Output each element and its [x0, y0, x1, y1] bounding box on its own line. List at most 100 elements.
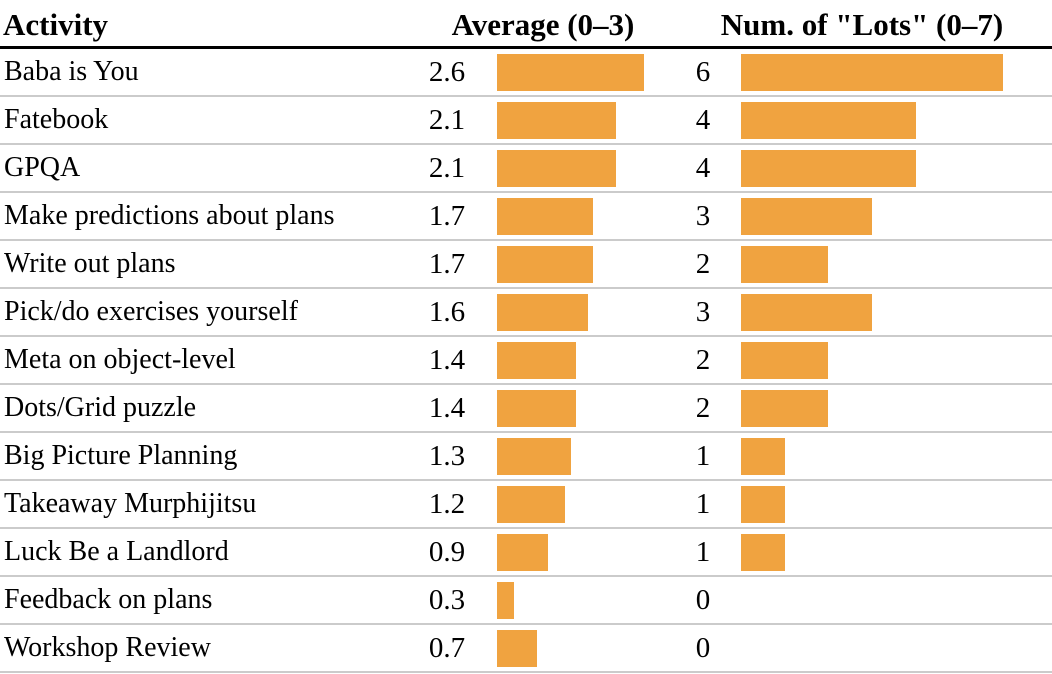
average-bar [497, 53, 644, 91]
table-row: Fatebook 2.1 4 [0, 97, 1052, 145]
average-value: 0.7 [428, 631, 466, 664]
lots-bar-track [734, 97, 1052, 143]
table-row: Takeaway Murphijitsu 1.2 1 [0, 481, 1052, 529]
average-bar [497, 485, 565, 523]
average-bar [497, 197, 593, 235]
lots-bar-track [734, 433, 1052, 479]
average-value: 1.7 [428, 199, 466, 232]
average-value: 0.3 [428, 583, 466, 616]
lots-value: 1 [695, 439, 711, 472]
average-bar-track [480, 337, 672, 383]
average-bar [497, 629, 537, 667]
table-row: Dots/Grid puzzle 1.4 2 [0, 385, 1052, 433]
average-value: 1.6 [428, 295, 466, 328]
average-bar [497, 101, 616, 139]
average-bar [497, 389, 576, 427]
average-bar [497, 581, 514, 619]
lots-bar [741, 389, 828, 427]
lots-bar [741, 197, 872, 235]
activity-label: Pick/do exercises yourself [4, 296, 298, 327]
activity-label: Feedback on plans [4, 584, 213, 615]
lots-bar-track [734, 145, 1052, 191]
average-bar-track [480, 193, 672, 239]
activity-label: Dots/Grid puzzle [4, 392, 197, 423]
table-row: Big Picture Planning 1.3 1 [0, 433, 1052, 481]
average-bar-track [480, 577, 672, 623]
activity-label: Make predictions about plans [4, 200, 335, 231]
column-header-average: Average (0–3) [451, 6, 635, 42]
table-header-row: Activity Average (0–3) Num. of "Lots" (0… [0, 0, 1052, 49]
lots-value: 1 [695, 535, 711, 568]
table-row: Baba is You 2.6 6 [0, 49, 1052, 97]
lots-bar-track [734, 481, 1052, 527]
average-bar [497, 293, 588, 331]
activity-label: Baba is You [4, 56, 139, 87]
lots-value: 0 [695, 583, 711, 616]
table-row: Meta on object-level 1.4 2 [0, 337, 1052, 385]
average-bar [497, 149, 616, 187]
activity-label: Write out plans [4, 248, 176, 279]
lots-value: 2 [695, 391, 711, 424]
average-bar-track [480, 385, 672, 431]
activity-label: Luck Be a Landlord [4, 536, 229, 567]
lots-bar-track [734, 625, 1052, 671]
lots-bar [741, 149, 916, 187]
lots-bar [741, 293, 872, 331]
average-bar-track [480, 625, 672, 671]
lots-value: 3 [695, 199, 711, 232]
average-value: 1.4 [428, 391, 466, 424]
lots-bar-track [734, 289, 1052, 335]
table-row: Make predictions about plans 1.7 3 [0, 193, 1052, 241]
lots-bar-track [734, 241, 1052, 287]
column-header-activity: Activity [3, 6, 109, 42]
lots-value: 1 [695, 487, 711, 520]
average-bar-track [480, 49, 672, 95]
average-value: 2.1 [428, 151, 466, 184]
lots-value: 2 [695, 247, 711, 280]
lots-value: 3 [695, 295, 711, 328]
lots-bar [741, 53, 1003, 91]
lots-bar [741, 437, 785, 475]
average-bar-track [480, 529, 672, 575]
table-row: Pick/do exercises yourself 1.6 3 [0, 289, 1052, 337]
average-bar [497, 437, 571, 475]
lots-bar [741, 341, 828, 379]
lots-value: 2 [695, 343, 711, 376]
lots-value: 0 [695, 631, 711, 664]
average-bar-track [480, 145, 672, 191]
average-bar-track [480, 433, 672, 479]
table-row: Write out plans 1.7 2 [0, 241, 1052, 289]
column-header-num-lots: Num. of "Lots" (0–7) [720, 6, 1004, 42]
table-row: Luck Be a Landlord 0.9 1 [0, 529, 1052, 577]
average-value: 1.4 [428, 343, 466, 376]
average-bar-track [480, 241, 672, 287]
table-body: Baba is You 2.6 6 Fatebook 2.1 4 GPQA 2.1 4 Make … [0, 49, 1052, 673]
lots-value: 6 [695, 55, 711, 88]
average-bar-track [480, 289, 672, 335]
lots-bar-track [734, 529, 1052, 575]
activity-label: Fatebook [4, 104, 109, 135]
table-row: Feedback on plans 0.3 0 [0, 577, 1052, 625]
average-bar [497, 341, 576, 379]
lots-value: 4 [695, 151, 711, 184]
average-value: 1.7 [428, 247, 466, 280]
table-row: GPQA 2.1 4 [0, 145, 1052, 193]
lots-bar [741, 485, 785, 523]
lots-bar-track [734, 577, 1052, 623]
average-value: 2.1 [428, 103, 466, 136]
average-bar-track [480, 97, 672, 143]
average-value: 0.9 [428, 535, 466, 568]
average-value: 1.3 [428, 439, 466, 472]
lots-value: 4 [695, 103, 711, 136]
lots-bar-track [734, 337, 1052, 383]
activity-label: Big Picture Planning [4, 440, 238, 471]
lots-bar-track [734, 193, 1052, 239]
average-bar [497, 245, 593, 283]
activity-label: Workshop Review [4, 632, 211, 663]
lots-bar-track [734, 385, 1052, 431]
lots-bar [741, 101, 916, 139]
activity-label: Takeaway Murphijitsu [4, 488, 257, 519]
average-value: 2.6 [428, 55, 466, 88]
average-bar [497, 533, 548, 571]
